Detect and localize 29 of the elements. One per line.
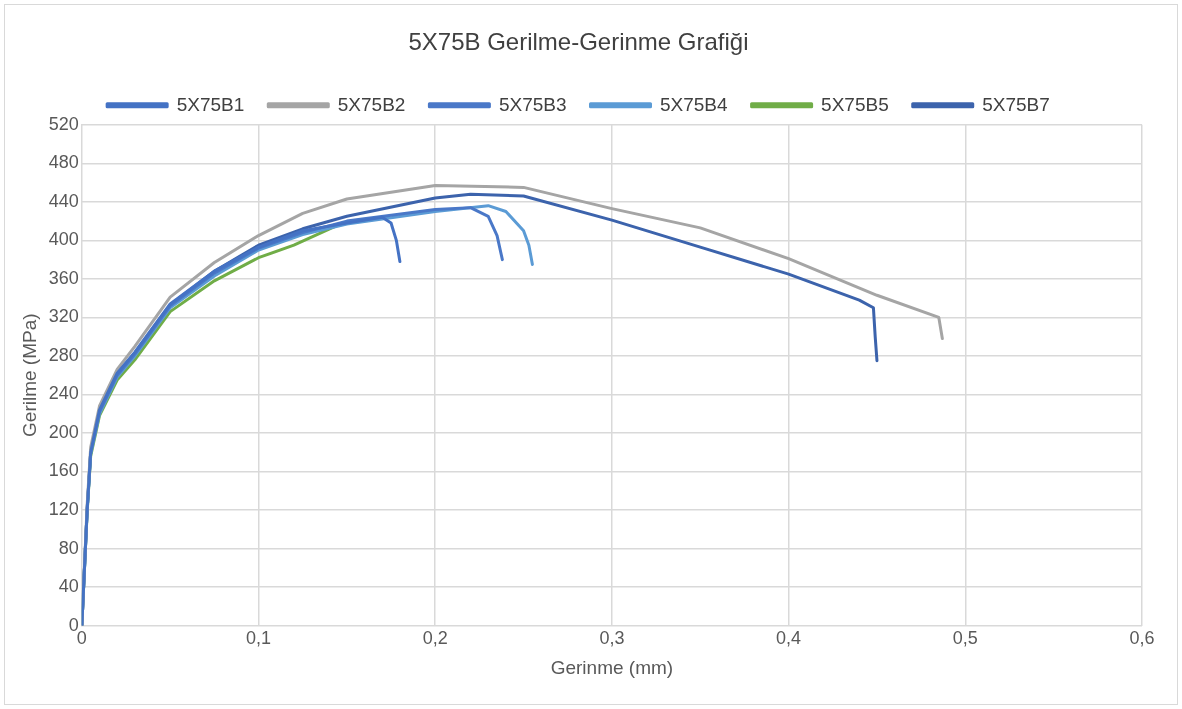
y-tick-label: 400 xyxy=(48,229,79,250)
legend-label: 5X75B2 xyxy=(337,93,406,115)
x-tick-label: 0,5 xyxy=(952,628,978,649)
x-tick-label: 0,4 xyxy=(776,628,802,649)
x-tick-label: 0,1 xyxy=(246,628,272,649)
x-axis-title: Gerinme (mm) xyxy=(550,656,674,678)
y-tick-label: 160 xyxy=(48,460,79,481)
x-tick-label: 0,3 xyxy=(599,628,625,649)
y-tick-label: 280 xyxy=(48,344,79,365)
y-tick-label: 240 xyxy=(48,383,79,404)
y-tick-label: 40 xyxy=(58,576,79,597)
chart-title: 5X75B Gerilme-Gerinme Grafiği xyxy=(408,28,749,56)
legend-label: 5X75B5 xyxy=(821,93,889,115)
y-tick-label: 360 xyxy=(48,267,79,288)
x-tick-label: 0,6 xyxy=(1129,628,1155,649)
y-tick-label: 80 xyxy=(58,537,79,558)
y-tick-label: 120 xyxy=(48,499,79,519)
legend-label: 5X75B3 xyxy=(498,93,567,115)
legend-label: 5X75B7 xyxy=(982,93,1050,115)
legend-label: 5X75B1 xyxy=(176,93,245,115)
y-tick-label: 480 xyxy=(48,152,79,173)
y-tick-label: 520 xyxy=(48,113,79,134)
y-axis-title: Gerilme (MPa) xyxy=(18,313,40,437)
y-tick-label: 440 xyxy=(48,190,79,211)
y-tick-label: 200 xyxy=(48,421,79,442)
y-tick-label: 0 xyxy=(68,614,79,635)
y-tick-label: 320 xyxy=(48,306,79,327)
legend-label: 5X75B4 xyxy=(660,93,729,115)
x-tick-label: 0,2 xyxy=(422,628,448,649)
